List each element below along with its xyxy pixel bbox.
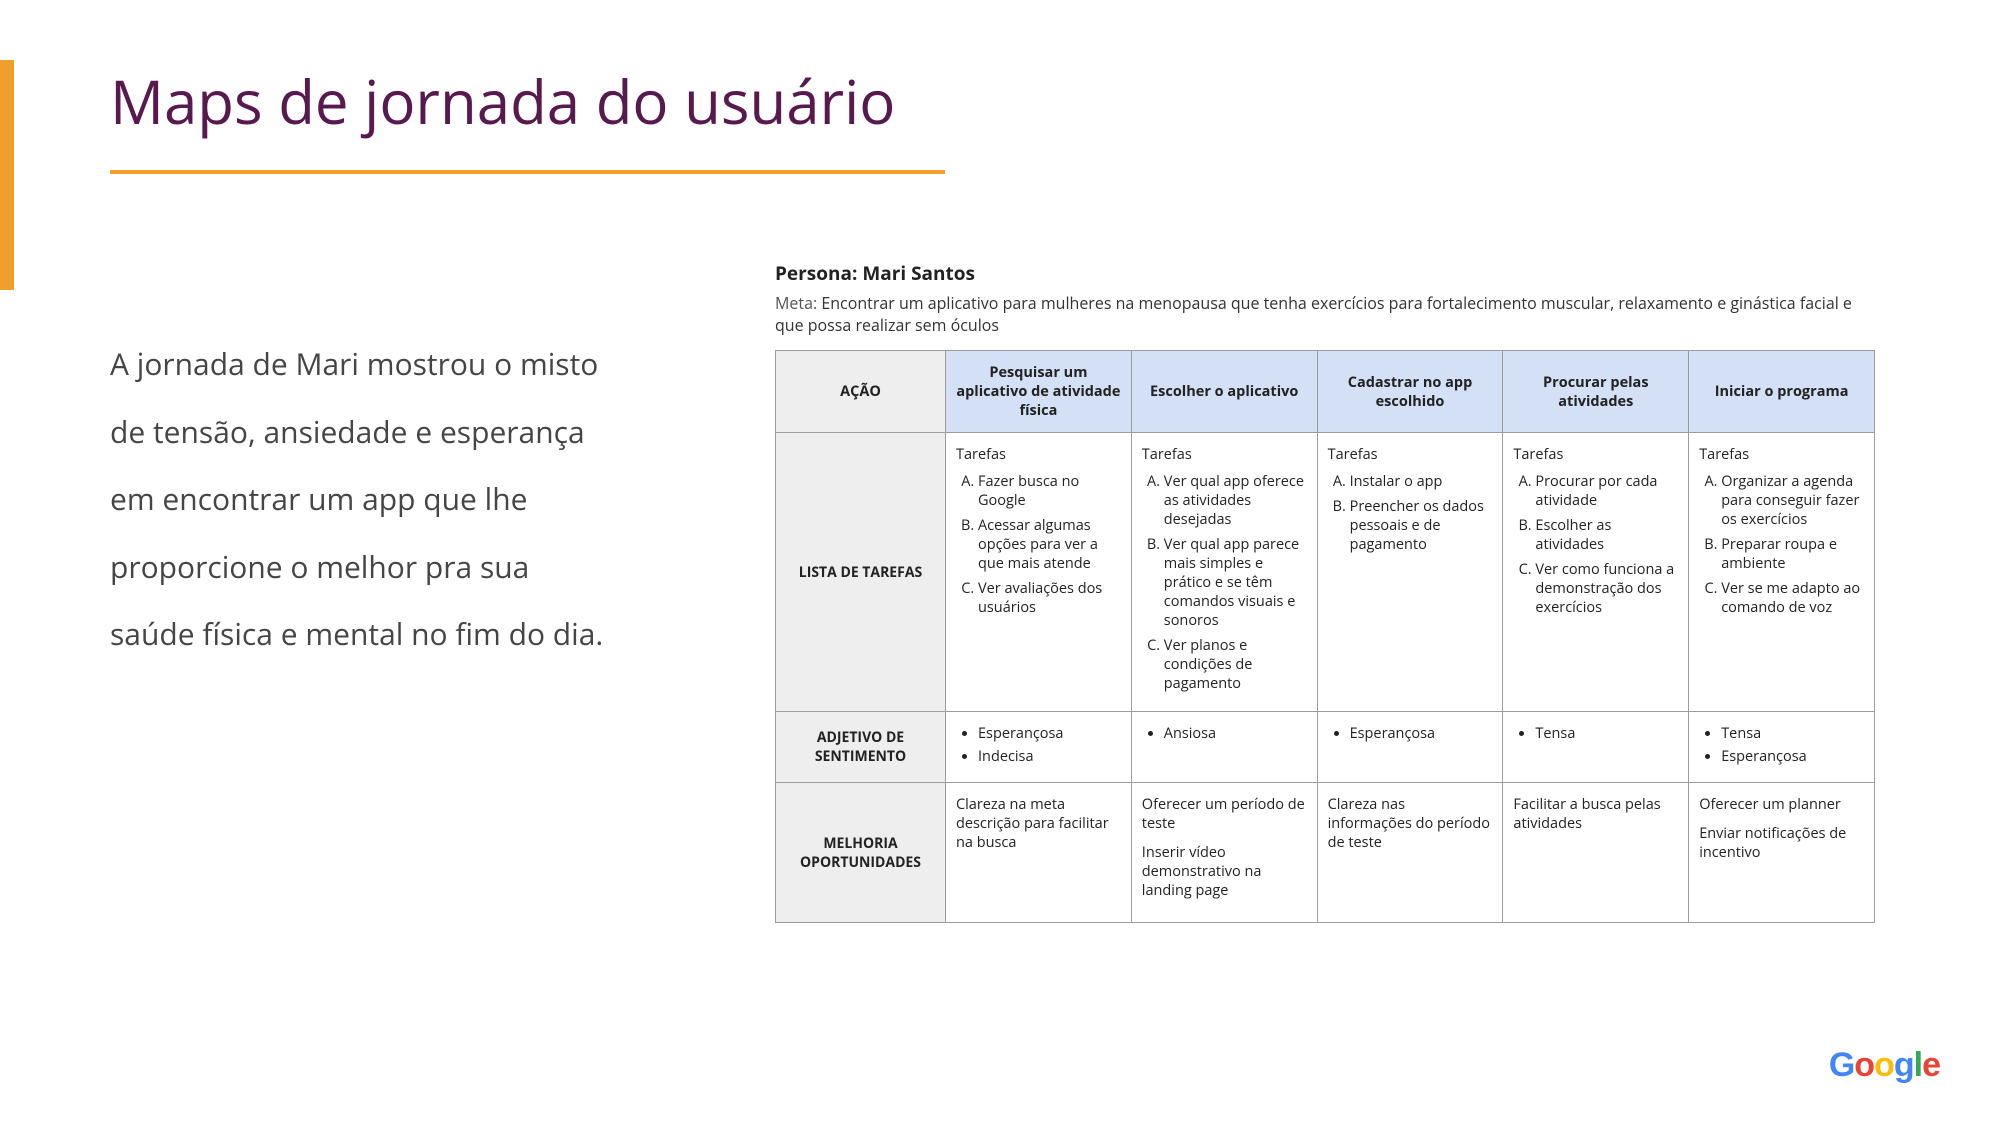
feeling-item: Tensa: [1535, 724, 1678, 743]
feeling-list: Esperançosa Indecisa: [956, 724, 1121, 766]
tasks-cell: Tarefas Instalar o app Preencher os dado…: [1317, 433, 1503, 712]
table-header-row: AÇÃO Pesquisar um aplicativo de atividad…: [776, 351, 1875, 433]
title-underline: [110, 170, 945, 174]
improve-item: Oferecer um planner: [1699, 795, 1864, 814]
tasks-cell: Tarefas Organizar a agenda para consegui…: [1689, 433, 1875, 712]
table-row-feeling: ADJETIVO DE SENTIMENTO Esperançosa Indec…: [776, 712, 1875, 783]
body-paragraph: A jornada de Mari mostrou o misto de ten…: [110, 330, 610, 668]
task-item: Fazer busca no Google: [978, 472, 1121, 510]
improve-cell: Facilitar a busca pelas atividades: [1503, 783, 1689, 923]
feeling-cell: Esperançosa: [1317, 712, 1503, 783]
feeling-item: Tensa: [1721, 724, 1864, 743]
phase-header-cell: Pesquisar um aplicativo de atividade fís…: [946, 351, 1132, 433]
tasks-label: Tarefas: [1513, 445, 1678, 464]
task-item: Preparar roupa e ambiente: [1721, 535, 1864, 573]
persona-label: Persona:: [775, 260, 857, 286]
feeling-cell: Ansiosa: [1131, 712, 1317, 783]
feeling-cell: Esperançosa Indecisa: [946, 712, 1132, 783]
feeling-item: Esperançosa: [1350, 724, 1493, 743]
improve-cell: Oferecer um planner Enviar notificações …: [1689, 783, 1875, 923]
feeling-item: Esperançosa: [978, 724, 1121, 743]
feeling-list: Tensa Esperançosa: [1699, 724, 1864, 766]
meta-line: Meta: Encontrar um aplicativo para mulhe…: [775, 292, 1875, 336]
meta-text: Encontrar um aplicativo para mulheres na…: [775, 292, 1852, 336]
improve-item: Enviar notificações de incentivo: [1699, 824, 1864, 862]
task-item: Acessar algumas opções para ver a que ma…: [978, 516, 1121, 573]
accent-bar: [0, 60, 14, 290]
task-item: Ver se me adapto ao comando de voz: [1721, 579, 1864, 617]
tasks-cell: Tarefas Procurar por cada atividade Esco…: [1503, 433, 1689, 712]
task-item: Instalar o app: [1350, 472, 1493, 491]
persona-name: Mari Santos: [862, 260, 975, 286]
task-item: Ver planos e condições de pagamento: [1164, 636, 1307, 693]
title-block: Maps de jornada do usuário: [110, 60, 1920, 174]
table-row-tasks: LISTA DE TAREFAS Tarefas Fazer busca no …: [776, 433, 1875, 712]
tasks-list: Organizar a agenda para conseguir fazer …: [1699, 472, 1864, 617]
row-header-tasks: LISTA DE TAREFAS: [776, 433, 946, 712]
phase-header-cell: Escolher o aplicativo: [1131, 351, 1317, 433]
row-header-improve: MELHORIA OPORTUNIDADES: [776, 783, 946, 923]
row-header-feeling: ADJETIVO DE SENTIMENTO: [776, 712, 946, 783]
tasks-list: Ver qual app oferece as atividades desej…: [1142, 472, 1307, 693]
tasks-cell: Tarefas Fazer busca no Google Acessar al…: [946, 433, 1132, 712]
feeling-cell: Tensa Esperançosa: [1689, 712, 1875, 783]
feeling-item: Indecisa: [978, 747, 1121, 766]
persona-line: Persona: Mari Santos: [775, 260, 1875, 286]
improve-cell: Oferecer um período de teste Inserir víd…: [1131, 783, 1317, 923]
feeling-list: Ansiosa: [1142, 724, 1307, 743]
task-item: Ver qual app oferece as atividades desej…: [1164, 472, 1307, 529]
task-item: Procurar por cada atividade: [1535, 472, 1678, 510]
feeling-cell: Tensa: [1503, 712, 1689, 783]
improve-item: Clareza nas informações do período de te…: [1328, 795, 1493, 852]
task-item: Escolher as atividades: [1535, 516, 1678, 554]
task-item: Preencher os dados pessoais e de pagamen…: [1350, 497, 1493, 554]
tasks-label: Tarefas: [1699, 445, 1864, 464]
phase-header-cell: Procurar pelas atividades: [1503, 351, 1689, 433]
improve-item: Facilitar a busca pelas atividades: [1513, 795, 1678, 833]
phase-header-cell: Cadastrar no app escolhido: [1317, 351, 1503, 433]
phase-header-cell: Iniciar o programa: [1689, 351, 1875, 433]
feeling-item: Esperançosa: [1721, 747, 1864, 766]
feeling-list: Esperançosa: [1328, 724, 1493, 743]
google-logo: Google: [1829, 1046, 1940, 1085]
improve-cell: Clareza nas informações do período de te…: [1317, 783, 1503, 923]
tasks-cell: Tarefas Ver qual app oferece as atividad…: [1131, 433, 1317, 712]
improve-cell: Clareza na meta descrição para facilitar…: [946, 783, 1132, 923]
improve-item: Oferecer um período de teste: [1142, 795, 1307, 833]
task-item: Ver como funciona a demonstração dos exe…: [1535, 560, 1678, 617]
feeling-list: Tensa: [1513, 724, 1678, 743]
tasks-label: Tarefas: [1142, 445, 1307, 464]
task-item: Ver qual app parece mais simples e práti…: [1164, 535, 1307, 630]
meta-label: Meta:: [775, 292, 817, 314]
task-item: Organizar a agenda para conseguir fazer …: [1721, 472, 1864, 529]
tasks-list: Instalar o app Preencher os dados pessoa…: [1328, 472, 1493, 554]
journey-table: AÇÃO Pesquisar um aplicativo de atividad…: [775, 350, 1875, 923]
tasks-list: Procurar por cada atividade Escolher as …: [1513, 472, 1678, 617]
tasks-label: Tarefas: [956, 445, 1121, 464]
slide: Maps de jornada do usuário A jornada de …: [0, 0, 2000, 1125]
tasks-list: Fazer busca no Google Acessar algumas op…: [956, 472, 1121, 617]
journey-map: Persona: Mari Santos Meta: Encontrar um …: [775, 260, 1875, 923]
action-header-cell: AÇÃO: [776, 351, 946, 433]
improve-item: Inserir vídeo demonstrativo na landing p…: [1142, 843, 1307, 900]
table-row-improve: MELHORIA OPORTUNIDADES Clareza na meta d…: [776, 783, 1875, 923]
improve-item: Clareza na meta descrição para facilitar…: [956, 795, 1121, 852]
task-item: Ver avaliações dos usuários: [978, 579, 1121, 617]
page-title: Maps de jornada do usuário: [110, 60, 1920, 170]
tasks-label: Tarefas: [1328, 445, 1493, 464]
feeling-item: Ansiosa: [1164, 724, 1307, 743]
